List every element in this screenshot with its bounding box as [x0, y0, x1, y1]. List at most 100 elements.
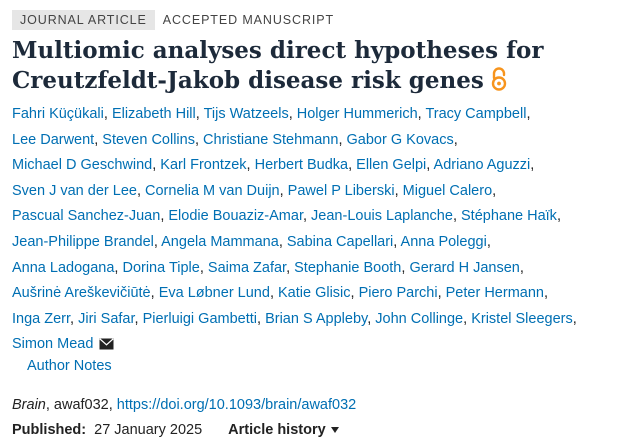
author-link[interactable]: Dorina Tiple	[122, 259, 200, 276]
author-separator: ,	[246, 157, 255, 174]
author-link[interactable]: Holger Hummerich	[296, 106, 418, 122]
author-separator: ,	[519, 259, 524, 276]
author-link[interactable]: Angela Mammana	[161, 233, 279, 250]
article-id: , awaf032,	[45, 397, 117, 413]
author-link[interactable]: Eva Løbner Lund	[158, 285, 270, 302]
author-separator: ,	[257, 310, 266, 327]
author-separator: ,	[195, 106, 204, 122]
author-link[interactable]: John Collinge	[375, 310, 464, 327]
author-link[interactable]: Jean-Philippe Brandel	[12, 233, 154, 250]
author-separator: ,	[302, 208, 312, 225]
caret-down-icon	[330, 427, 339, 433]
author-separator: ,	[286, 259, 295, 276]
author-notes-row: Author Notes	[14, 358, 112, 374]
author-separator: ,	[526, 106, 531, 122]
published-label: Published:	[12, 422, 87, 438]
article-history-label: Article history	[228, 422, 326, 438]
author-link[interactable]: Kristel Sleegers	[471, 310, 573, 327]
author-separator: ,	[393, 233, 401, 250]
author-separator: ,	[492, 182, 497, 199]
author-separator: ,	[152, 157, 161, 174]
author-link[interactable]: Miguel Calero	[402, 182, 493, 199]
open-lock-icon[interactable]	[490, 67, 508, 99]
author-separator: ,	[417, 106, 426, 122]
author-link[interactable]: Ellen Gelpi	[356, 157, 427, 174]
author-link[interactable]: Adriano Aguzzi	[433, 157, 531, 174]
author-separator: ,	[160, 208, 169, 225]
author-link[interactable]: Saima Zafar	[207, 259, 287, 276]
author-link[interactable]: Katie Glisic	[278, 285, 351, 302]
author-separator: ,	[70, 310, 79, 327]
author-link[interactable]: Michael D Geschwind	[12, 157, 153, 174]
author-link[interactable]: Stephanie Booth	[294, 259, 402, 276]
author-link[interactable]: Piero Parchi	[358, 285, 438, 302]
author-link[interactable]: Pascual Sanchez-Juan	[12, 208, 161, 225]
author-separator: ,	[437, 285, 446, 302]
author-separator: ,	[134, 310, 143, 327]
author-separator: ,	[348, 157, 357, 174]
author-link[interactable]: Christiane Stehmann	[203, 131, 339, 148]
author-link[interactable]: Gerard H Jansen	[409, 259, 520, 276]
author-separator: ,	[463, 310, 472, 327]
author-link[interactable]: Jean-Louis Laplanche	[311, 208, 453, 225]
author-separator: ,	[103, 106, 112, 122]
author-link[interactable]: Inga Zerr	[12, 310, 71, 327]
author-separator: ,	[278, 233, 287, 250]
article-type-badge: JOURNAL ARTICLE	[12, 10, 155, 30]
author-separator: ,	[338, 131, 347, 148]
author-link[interactable]: Cornelia M van Duijn	[145, 182, 280, 199]
author-separator: ,	[452, 208, 461, 225]
author-separator: ,	[269, 285, 278, 302]
author-notes-link[interactable]: Author Notes	[27, 358, 112, 374]
doi-link[interactable]: https://doi.org/10.1093/brain/awaf032	[116, 397, 357, 413]
manuscript-status-label: ACCEPTED MANUSCRIPT	[162, 13, 335, 27]
author-link[interactable]: Brian S Appleby	[265, 310, 368, 327]
citation-line: Brain, awaf032, https://doi.org/10.1093/…	[12, 397, 356, 413]
article-history-toggle[interactable]: Article history	[228, 422, 339, 438]
author-link[interactable]: Pierluigi Gambetti	[142, 310, 258, 327]
author-link[interactable]: Stéphane Haïk	[461, 208, 557, 225]
author-separator: ,	[194, 131, 204, 148]
author-link[interactable]: Gabor G Kovacs	[346, 131, 454, 148]
author-link[interactable]: Karl Frontzek	[160, 157, 247, 174]
author-link[interactable]: Fahri Küçükali	[12, 106, 104, 122]
author-separator: ,	[367, 310, 376, 327]
author-link[interactable]: Anna Ladogana	[12, 259, 115, 276]
article-title: Multiomic analyses direct hypotheses for…	[12, 36, 612, 99]
author-link[interactable]: Simon Mead	[12, 336, 94, 353]
author-link[interactable]: Steven Collins	[102, 131, 195, 148]
author-separator: ,	[150, 285, 159, 302]
author-link[interactable]: Elodie Bouaziz-Amar	[168, 208, 303, 225]
author-link[interactable]: Sven J van der Lee	[12, 182, 137, 199]
author-link[interactable]: Aušrinė Areškevičiūtė	[12, 285, 151, 302]
author-separator: ,	[94, 131, 103, 148]
envelope-icon[interactable]	[99, 334, 115, 360]
author-link[interactable]: Lee Darwent	[12, 131, 95, 148]
author-link[interactable]: Peter Hermann	[445, 285, 544, 302]
author-link[interactable]: Sabina Capellari	[286, 233, 394, 250]
author-link[interactable]: Tijs Watzeels	[203, 106, 289, 122]
author-separator: ,	[530, 157, 535, 174]
author-link[interactable]: Herbert Budka	[254, 157, 349, 174]
journal-name: Brain	[12, 397, 46, 413]
author-separator: ,	[453, 131, 458, 148]
author-separator: ,	[153, 233, 162, 250]
author-separator: ,	[394, 182, 403, 199]
author-separator: ,	[350, 285, 359, 302]
published-date: 27 January 2025	[94, 422, 203, 438]
author-separator: ,	[401, 259, 410, 276]
author-separator: ,	[426, 157, 434, 174]
author-link[interactable]: Jiri Safar	[78, 310, 135, 327]
article-labels: JOURNAL ARTICLE ACCEPTED MANUSCRIPT	[12, 10, 342, 30]
author-link[interactable]: Elizabeth Hill	[111, 106, 196, 122]
author-link[interactable]: Tracy Campbell	[425, 106, 527, 122]
author-link[interactable]: Anna Poleggi	[400, 233, 487, 250]
author-separator: ,	[114, 259, 123, 276]
title-line-2: Creutzfeldt-Jakob disease risk genes	[12, 67, 484, 94]
author-separator: ,	[572, 310, 577, 327]
author-separator: ,	[486, 233, 491, 250]
author-link[interactable]: Pawel P Liberski	[287, 182, 395, 199]
publication-row: Published: 27 January 2025 Article histo…	[12, 422, 339, 438]
author-separator: ,	[199, 259, 208, 276]
